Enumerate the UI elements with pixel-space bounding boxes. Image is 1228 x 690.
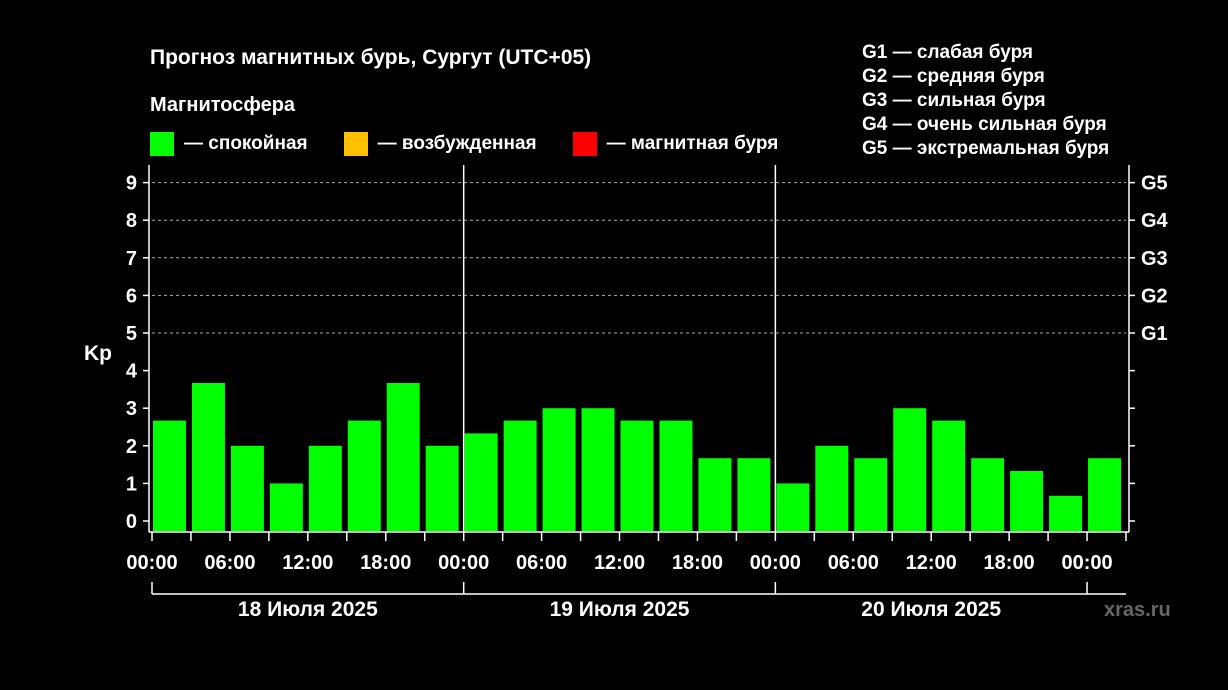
kp-bar: [269, 483, 303, 531]
kp-bar: [581, 408, 615, 531]
storm-scale-g1: G1 — слабая буря: [862, 42, 1034, 63]
kp-bar: [698, 458, 732, 531]
activity-legend: — спокойная — возбужденная — магнитная б…: [150, 131, 814, 157]
legend-swatch-quiet: [150, 132, 174, 156]
kp-bar: [815, 445, 849, 531]
kp-bar: [503, 420, 537, 531]
legend-label-active: — возбужденная: [377, 133, 537, 154]
day-label: 20 Июля 2025: [861, 598, 1001, 621]
y-tick-label: 6: [126, 285, 137, 307]
y-tick-label: 2: [126, 436, 137, 458]
kp-bar: [1088, 458, 1121, 531]
kp-bar: [425, 445, 459, 531]
y-tick-label: 7: [126, 248, 137, 270]
kp-bar: [776, 483, 810, 531]
legend-swatch-active: [343, 132, 368, 156]
kp-bar: [1049, 495, 1083, 531]
x-tick-label: 00:00: [750, 552, 801, 574]
x-tick-label: 06:00: [828, 552, 879, 574]
kp-bar: [542, 408, 576, 531]
kp-bar: [737, 458, 771, 531]
storm-level-label: G5: [1141, 173, 1168, 195]
kp-bar: [971, 458, 1005, 531]
kp-bar: [893, 408, 927, 531]
legend-item-quiet: — спокойная: [150, 132, 308, 156]
kp-bar: [620, 420, 654, 531]
legend-label-storm: — магнитная буря: [606, 133, 779, 154]
x-tick-label: 18:00: [984, 552, 1035, 574]
storm-level-label: G4: [1141, 210, 1169, 232]
legend-swatch-storm: [572, 132, 597, 156]
day-label: 19 Июля 2025: [550, 598, 690, 621]
y-tick-label: 8: [126, 210, 137, 232]
storm-scale-g5: G5 — экстремальная буря: [862, 138, 1110, 159]
kp-bar: [153, 420, 186, 531]
storm-level-label: G2: [1141, 285, 1168, 307]
kp-bar: [464, 433, 498, 531]
kp-bar: [308, 445, 342, 531]
x-tick-label: 00:00: [1061, 552, 1112, 574]
y-tick-label: 3: [126, 398, 137, 420]
x-tick-label: 00:00: [438, 552, 489, 574]
storm-scale-g2: G2 — средняя буря: [862, 66, 1045, 87]
legend-label-quiet: — спокойная: [184, 133, 308, 154]
x-tick-label: 12:00: [594, 552, 645, 574]
chart-subtitle: Магнитосфера: [150, 94, 296, 116]
y-axis-title: Kp: [84, 342, 112, 365]
kp-bar: [230, 445, 264, 531]
chart-title: Прогноз магнитных бурь, Сургут (UTC+05): [150, 46, 592, 69]
x-tick-label: 00:00: [126, 552, 177, 574]
day-label: 18 Июля 2025: [238, 598, 378, 621]
kp-bar: [386, 383, 420, 531]
storm-level-label: G3: [1141, 248, 1168, 270]
storm-scale-g3: G3 — сильная буря: [862, 90, 1046, 111]
x-tick-label: 18:00: [672, 552, 723, 574]
watermark: xras.ru: [1104, 599, 1171, 621]
x-tick-label: 12:00: [906, 552, 957, 574]
kp-bar: [659, 420, 693, 531]
y-tick-label: 9: [126, 173, 137, 195]
kp-bar: [191, 383, 225, 531]
storm-scale-g4: G4 — очень сильная буря: [862, 114, 1107, 135]
kp-bar: [932, 420, 966, 531]
kp-bar: [854, 458, 888, 531]
kp-bar: [347, 420, 381, 531]
x-tick-label: 18:00: [360, 552, 411, 574]
y-tick-label: 5: [126, 323, 137, 345]
kp-bar: [1010, 470, 1044, 531]
legend-item-storm: — магнитная буря: [572, 132, 779, 156]
y-tick-label: 4: [126, 361, 138, 383]
storm-scale-legend: G1 — слабая буря G2 — средняя буря G3 — …: [862, 41, 1109, 161]
x-tick-label: 06:00: [516, 552, 567, 574]
x-tick-label: 06:00: [204, 552, 255, 574]
y-tick-label: 1: [126, 473, 137, 495]
x-tick-label: 12:00: [282, 552, 333, 574]
y-tick-label: 0: [126, 511, 137, 533]
legend-item-active: — возбужденная: [343, 132, 537, 156]
storm-level-label: G1: [1141, 323, 1168, 345]
